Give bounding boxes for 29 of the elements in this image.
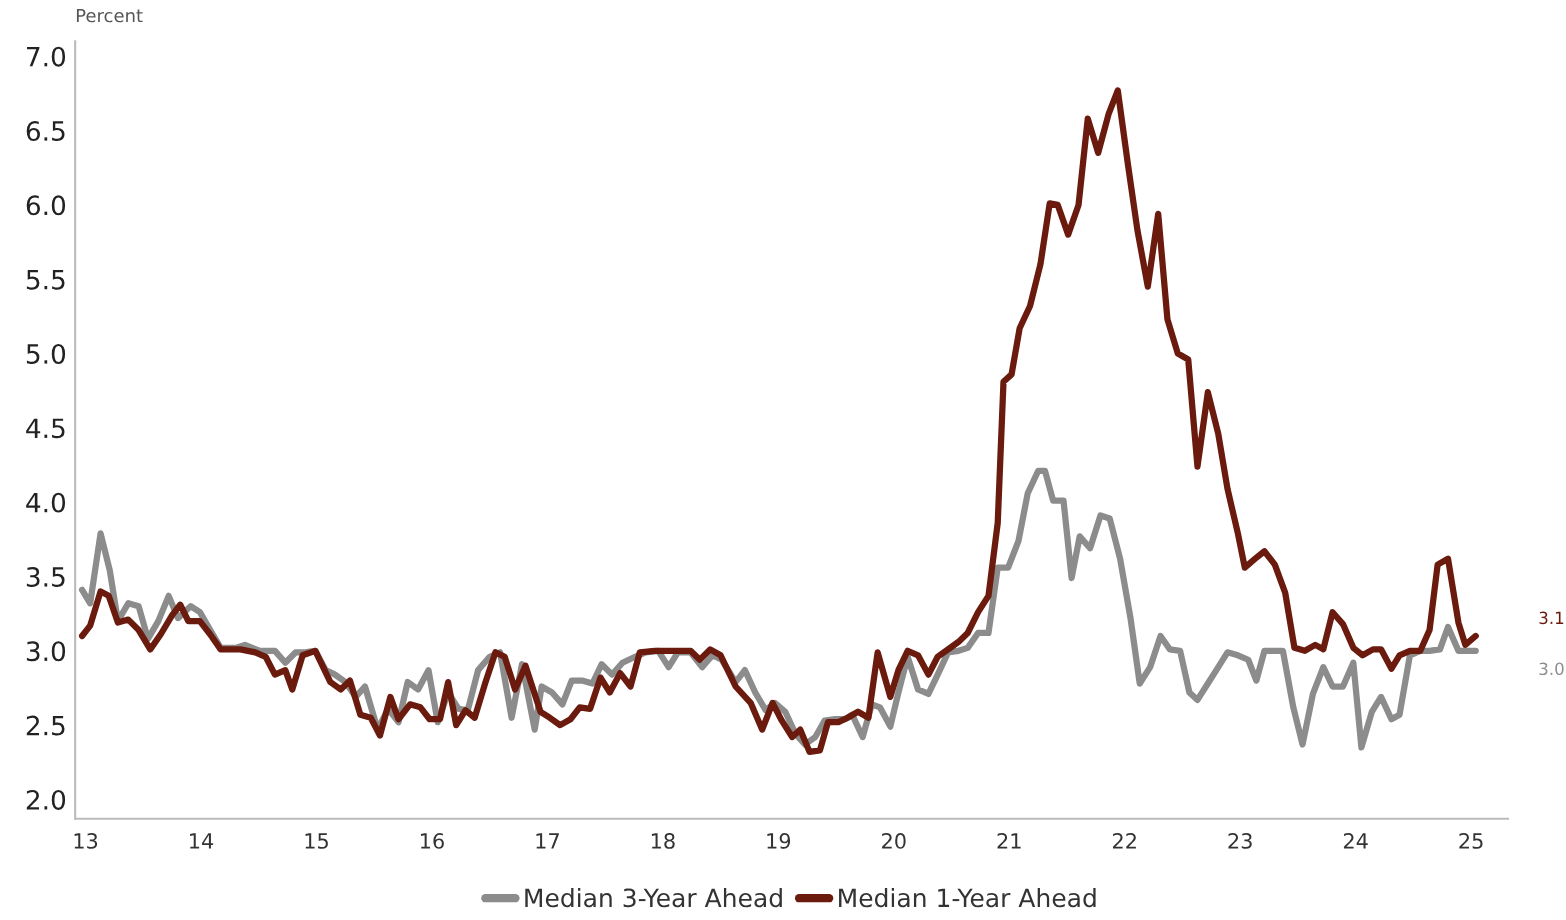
y-tick-label: 3.5 — [26, 566, 65, 587]
x-tick-label: 14 — [190, 833, 214, 849]
x-tick-label: 15 — [305, 833, 328, 849]
y-tick-label: 5.5 — [26, 270, 65, 290]
x-tick-label: 13 — [74, 833, 98, 849]
text: 3.0 — [1539, 662, 1564, 676]
x-tick-label: 20 — [882, 833, 906, 849]
y-tick-label: 2.5 — [26, 715, 65, 736]
x-tick-label: 21 — [997, 833, 1021, 849]
x-tick-label: 17 — [536, 833, 559, 849]
x-tick-label: 24 — [1343, 833, 1368, 849]
y-tick-label: 7.0 — [27, 46, 66, 67]
y-tick-label: 3.0 — [26, 641, 66, 662]
y-tick-label: 6.5 — [26, 121, 65, 141]
x-tick-label: 23 — [1228, 833, 1252, 849]
x-tick-label: 18 — [651, 833, 675, 849]
x-tick-label: 22 — [1112, 833, 1136, 849]
y-tick-label: 4.5 — [26, 418, 65, 439]
legend-label: Median 1-Year Ahead — [839, 887, 1096, 908]
x-tick-label: 25 — [1459, 833, 1483, 849]
y-tick-label: 5.0 — [26, 343, 66, 364]
x-tick-label: 16 — [420, 833, 444, 849]
text: 3.1 — [1539, 611, 1564, 625]
legend-label: Median 3-Year Ahead — [525, 887, 782, 908]
x-tick-label: 19 — [767, 833, 791, 849]
y-axis-title: Percent — [76, 8, 143, 23]
y-tick-label: 4.0 — [26, 492, 66, 513]
y-tick-label: 2.0 — [26, 789, 66, 810]
y-tick-label: 6.0 — [26, 195, 66, 216]
